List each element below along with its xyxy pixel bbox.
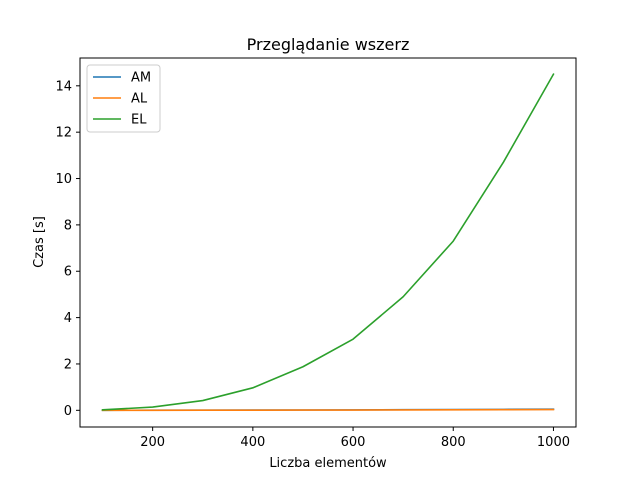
legend-label-am: AM [131, 71, 151, 86]
series-layer [101, 73, 555, 412]
x-tick-label: 1000 [537, 435, 570, 450]
x-tick-label: 600 [341, 435, 366, 450]
y-axis-label: Czas [s] [32, 216, 47, 268]
series-line-el [101, 73, 555, 411]
chart-title: Przeglądanie wszerz [247, 35, 410, 54]
y-tick-label: 0 [64, 404, 72, 419]
y-tick-label: 8 [64, 218, 72, 233]
y-tick-label: 2 [64, 357, 72, 372]
y-tick-label: 12 [55, 126, 72, 141]
y-tick-label: 14 [55, 79, 72, 94]
legend-label-el: EL [131, 113, 147, 128]
x-tick-label: 800 [441, 435, 466, 450]
series-line-al [101, 408, 555, 412]
x-tick-label: 400 [240, 435, 265, 450]
plot-frame [79, 57, 577, 428]
x-axis-label: Liczba elementów [269, 456, 387, 471]
legend: AM AL EL [86, 64, 161, 133]
y-tick-label: 6 [64, 265, 72, 280]
x-tick-label: 200 [140, 435, 165, 450]
y-tick-label: 10 [55, 172, 72, 187]
y-axis-ticks: 0 2 4 6 8 10 12 14 [55, 79, 80, 419]
legend-box [86, 64, 161, 133]
y-tick-label: 4 [64, 311, 72, 326]
x-axis-ticks: 200 400 600 800 1000 [140, 427, 570, 450]
legend-label-al: AL [131, 92, 148, 107]
